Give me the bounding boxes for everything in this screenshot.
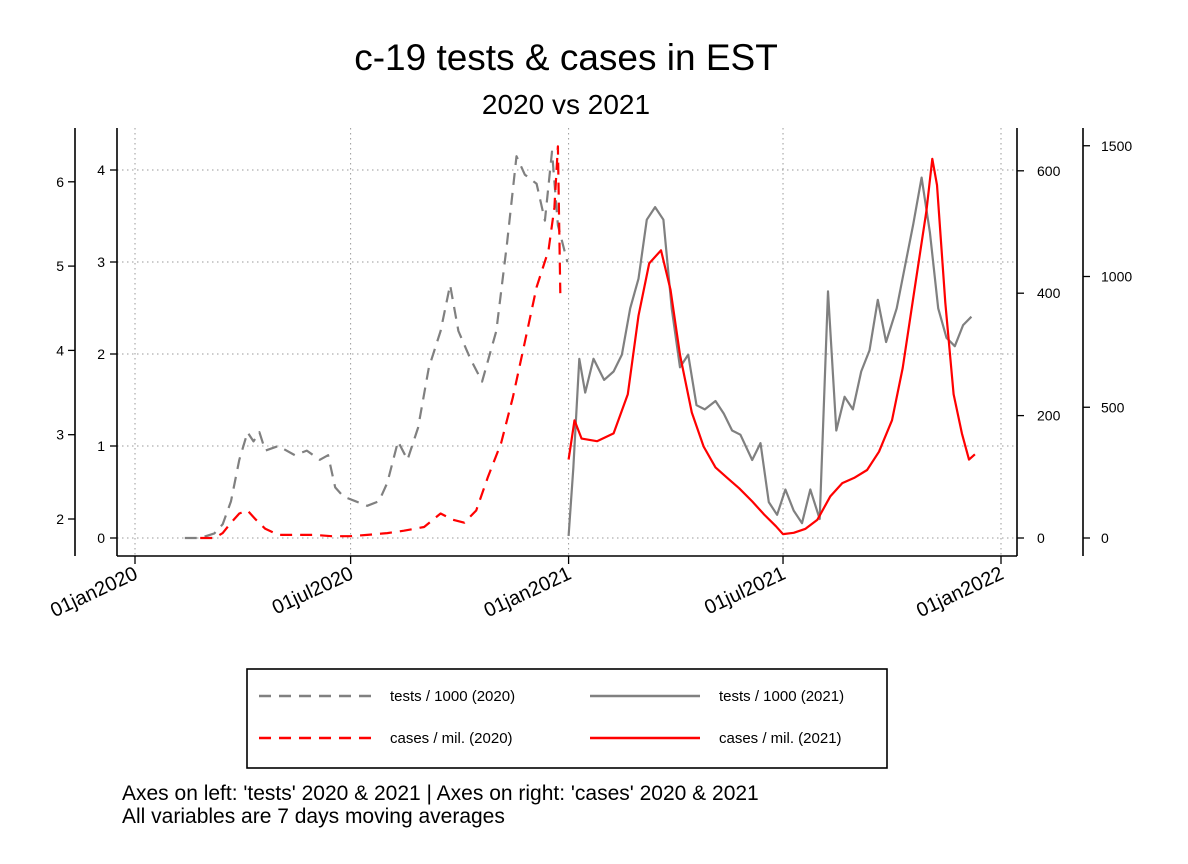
y-tick-label-left-outer: 3	[56, 427, 64, 443]
series-line-cases-mil-2021	[567, 157, 976, 536]
y-tick-label-left-inner: 0	[97, 530, 105, 546]
y-tick-label-left-outer: 4	[56, 342, 64, 358]
series-line-tests-1000-2021	[567, 176, 973, 536]
y-tick-label-right-inner: 0	[1037, 530, 1045, 546]
x-tick-label: 01jul2021	[701, 563, 789, 620]
y-tick-label-left-inner: 2	[97, 346, 105, 362]
y-tick-label-right-outer: 1500	[1101, 138, 1132, 154]
x-tick-label: 01jan2021	[481, 563, 575, 622]
series-line-cases-mil-2020	[200, 145, 562, 540]
y-tick-label-right-outer: 500	[1101, 399, 1125, 415]
legend-label-cases-mil-2020: cases / mil. (2020)	[390, 730, 513, 747]
footnote-moving-average: All variables are 7 days moving averages	[122, 805, 505, 828]
y-tick-label-left-inner: 3	[97, 254, 105, 270]
series-lines	[184, 145, 976, 540]
y-tick-label-left-outer: 5	[56, 258, 64, 274]
series-line-tests-1000-2020	[184, 150, 569, 540]
y-tick-label-right-inner: 200	[1037, 408, 1061, 424]
legend-label-cases-mil-2021: cases / mil. (2021)	[719, 730, 842, 747]
y-tick-label-left-inner: 4	[97, 162, 105, 178]
y-tick-label-left-outer: 2	[56, 511, 64, 527]
y-tick-label-right-outer: 0	[1101, 530, 1109, 546]
y-tick-label-right-inner: 600	[1037, 163, 1061, 179]
x-tick-label: 01jan2020	[47, 563, 141, 622]
x-tick-label: 01jul2020	[269, 563, 357, 620]
legend: tests / 1000 (2020) tests / 1000 (2021) ca…	[246, 668, 888, 769]
y-tick-label-left-outer: 6	[56, 174, 64, 190]
grid	[117, 128, 1017, 556]
legend-box	[246, 668, 888, 769]
legend-label-tests-1000-2020: tests / 1000 (2020)	[390, 688, 515, 705]
footnote-axes: Axes on left: 'tests' 2020 & 2021 | Axes…	[122, 782, 759, 805]
legend-label-tests-1000-2021: tests / 1000 (2021)	[719, 688, 844, 705]
x-tick-label: 01jan2022	[913, 563, 1007, 622]
chart-title: c-19 tests & cases in EST	[354, 37, 778, 78]
chart-subtitle: 2020 vs 2021	[482, 89, 650, 120]
y-tick-label-left-inner: 1	[97, 438, 105, 454]
y-tick-label-right-outer: 1000	[1101, 269, 1132, 285]
y-tick-label-right-inner: 400	[1037, 285, 1061, 301]
